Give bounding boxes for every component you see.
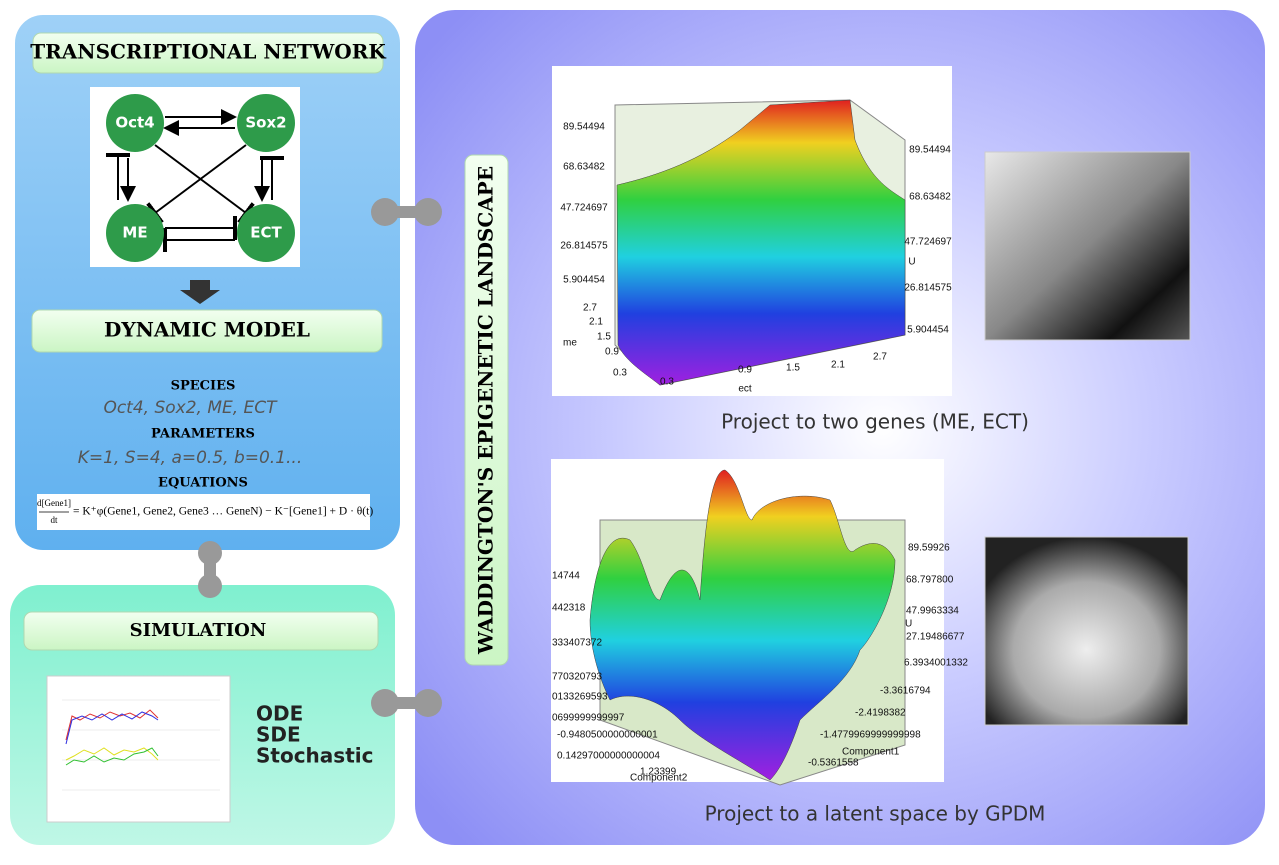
axis-tick-label: 0.9 xyxy=(738,365,752,376)
heading: SPECIES xyxy=(171,379,236,394)
axis-label: U xyxy=(908,257,915,268)
axis-tick-label: 0.9 xyxy=(605,347,619,358)
axis-tick-label: 14744 xyxy=(552,571,580,582)
heatmap xyxy=(984,536,1189,726)
equation-denominator: dt xyxy=(50,515,58,525)
axis-tick-label: 770320793 xyxy=(552,672,602,683)
axis-tick-label: 2.7 xyxy=(873,352,887,363)
axis-tick-label: 89.54494 xyxy=(909,145,951,156)
axis-tick-label: 26.814575 xyxy=(904,283,952,294)
equation-numerator: d[Gene1] xyxy=(37,498,71,508)
axis-tick-label: 27.19486677 xyxy=(906,632,965,643)
method: ODE xyxy=(256,702,303,726)
title-bar xyxy=(23,611,379,651)
surface-plot xyxy=(551,459,944,786)
node-label: ME xyxy=(122,224,147,242)
axis-tick-label: 47.9963334 xyxy=(906,606,959,617)
down-arrow xyxy=(180,280,220,304)
caption: Project to two genes (ME, ECT) xyxy=(721,410,1029,434)
network-node xyxy=(106,204,164,262)
network-title: TRANSCRIPTIONAL NETWORK xyxy=(30,40,386,64)
axis-tick-label: 1.5 xyxy=(597,332,611,343)
axis-label: ect xyxy=(738,384,752,395)
axis-tick-label: 6.3934001332 xyxy=(904,658,968,669)
title-bar xyxy=(31,309,383,353)
axis-tick-label: 333407372 xyxy=(552,638,602,649)
axis-tick-label: 2.1 xyxy=(589,317,603,328)
axis-tick-label: -0.9480500000000001 xyxy=(557,730,658,741)
axis-tick-label: 26.814575 xyxy=(560,241,608,252)
axis-tick-label: -1.4779969999999998 xyxy=(820,730,921,741)
axis-tick-label: 1.5 xyxy=(786,363,800,374)
axis-tick-label: 47.724697 xyxy=(560,203,608,214)
simulation-title: SIMULATION xyxy=(130,620,267,641)
axis-tick-label: 0.14297000000000004 xyxy=(557,751,660,762)
landscape-title: WADDINGTON'S EPIGENETIC LANDSCAPE xyxy=(474,166,498,655)
node-label: Sox2 xyxy=(245,114,286,132)
method: Stochastic xyxy=(256,744,373,768)
axis-label: Component2 xyxy=(630,773,688,784)
axis-tick-label: 2.7 xyxy=(583,303,597,314)
network-node xyxy=(106,94,164,152)
axis-tick-label: 442318 xyxy=(552,603,586,614)
axis-tick-label: 68.63482 xyxy=(563,162,605,173)
simulation-thumbnail xyxy=(46,675,231,823)
node-label: Oct4 xyxy=(115,114,154,132)
axis-tick-label: 89.54494 xyxy=(563,122,605,133)
axis-tick-label: 68.797800 xyxy=(906,575,954,586)
surface-plot xyxy=(552,66,952,396)
species: Oct4, Sox2, ME, ECT xyxy=(103,398,278,418)
axis-tick-label: 47.724697 xyxy=(904,237,952,248)
equation-rhs: = K⁺φ(Gene1, Gene2, Gene3 … GeneN) − K⁻[… xyxy=(73,506,373,518)
axis-tick-label: 2.1 xyxy=(831,360,845,371)
equation-box xyxy=(37,494,370,530)
heading: EQUATIONS xyxy=(158,476,248,491)
node-label: ECT xyxy=(250,224,282,242)
network-edges xyxy=(106,109,284,252)
network-node xyxy=(237,94,295,152)
axis-tick-label: 89.59926 xyxy=(908,543,950,554)
heatmap xyxy=(984,151,1191,341)
axis-tick-label: 5.904454 xyxy=(563,275,605,286)
axis-tick-label: -2.4198382 xyxy=(855,708,906,719)
axis-label: U xyxy=(905,619,912,630)
axis-label: Component1 xyxy=(842,747,900,758)
axis-tick-label: 0.3 xyxy=(660,377,674,388)
heading: PARAMETERS xyxy=(151,427,255,442)
network-node xyxy=(237,204,295,262)
connector xyxy=(198,198,442,717)
axis-tick-label: 1.23399 xyxy=(640,767,677,778)
caption: Project to a latent space by GPDM xyxy=(705,802,1046,826)
parameters: K=1, S=4, a=0.5, b=0.1... xyxy=(78,448,302,468)
axis-tick-label: 0133269593 xyxy=(552,692,608,703)
axis-tick-label: 0699999999997 xyxy=(552,713,625,724)
method: SDE xyxy=(256,723,301,747)
title-bar xyxy=(464,154,509,666)
title-bar xyxy=(32,32,384,74)
model-title: DYNAMIC MODEL xyxy=(104,318,310,342)
axis-tick-label: -0.5361558 xyxy=(808,758,859,769)
axis-tick-label: 68.63482 xyxy=(909,192,951,203)
axis-label: me xyxy=(563,338,577,349)
axis-tick-label: -3.3616794 xyxy=(880,686,931,697)
axis-tick-label: 0.3 xyxy=(613,368,627,379)
axis-tick-label: 5.904454 xyxy=(907,325,949,336)
